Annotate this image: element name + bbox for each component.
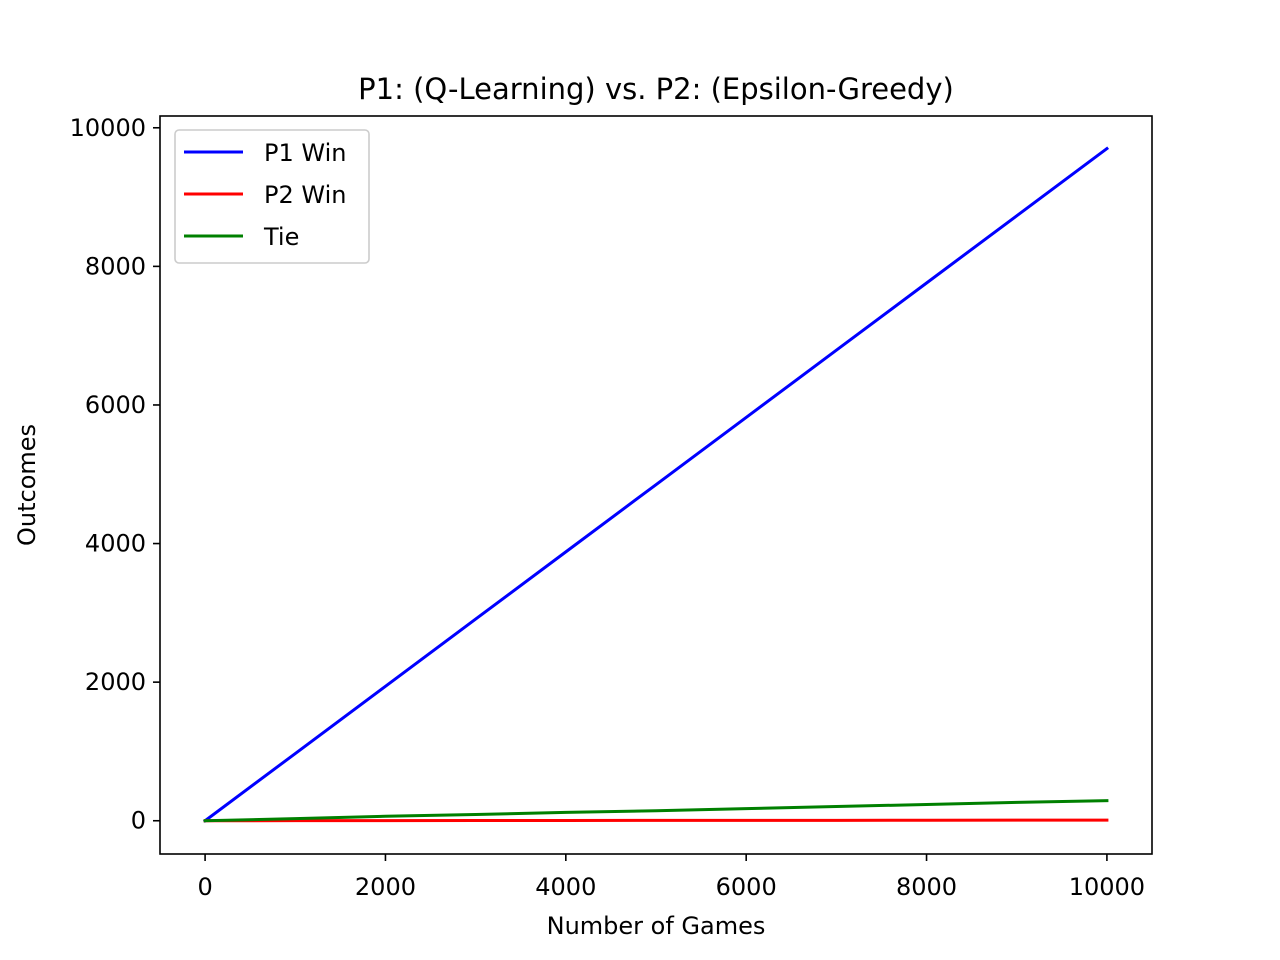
y-tick-label: 8000 xyxy=(85,252,146,280)
legend-label-tie: Tie xyxy=(263,223,299,251)
y-tick-label: 2000 xyxy=(85,668,146,696)
y-tick-label: 4000 xyxy=(85,530,146,558)
y-axis: 0 2000 4000 6000 8000 10000 xyxy=(70,114,160,835)
series-line-tie xyxy=(203,799,1109,823)
x-tick-label: 10000 xyxy=(1069,873,1145,901)
series-line-p1-win xyxy=(202,146,1110,823)
legend-box xyxy=(174,129,370,264)
y-tick-label: 10000 xyxy=(70,114,146,142)
chart-title: P1: (Q-Learning) vs. P2: (Epsilon-Greedy… xyxy=(358,72,954,106)
series-line-p2-win xyxy=(203,818,1109,823)
legend-label-p2-win: P2 Win xyxy=(264,181,346,209)
y-tick-label: 0 xyxy=(131,807,146,835)
x-tick-label: 8000 xyxy=(896,873,957,901)
x-axis-label: Number of Games xyxy=(547,912,766,940)
x-tick-label: 4000 xyxy=(535,873,596,901)
legend-label-p1-win: P1 Win xyxy=(264,139,346,167)
x-tick-label: 0 xyxy=(197,873,212,901)
legend-items: P1 Win P2 Win Tie xyxy=(184,139,346,251)
plot-frame xyxy=(159,115,1153,855)
x-tick-label: 2000 xyxy=(355,873,416,901)
x-axis: 0 2000 4000 6000 8000 10000 xyxy=(197,854,1145,901)
x-tick-label: 6000 xyxy=(716,873,777,901)
y-axis-label: Outcomes xyxy=(13,424,41,546)
y-tick-label: 6000 xyxy=(85,391,146,419)
legend: P1 Win P2 Win Tie xyxy=(174,129,370,264)
series-lines xyxy=(202,146,1110,823)
